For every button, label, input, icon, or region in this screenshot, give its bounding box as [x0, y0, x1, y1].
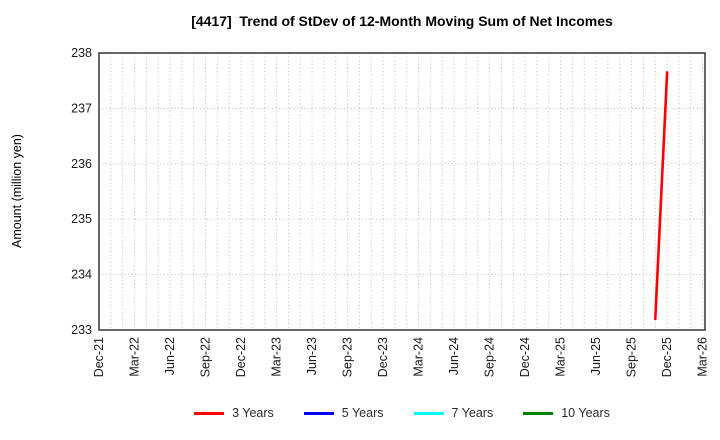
x-tick-label: Sep-25	[625, 337, 639, 377]
legend: 3 Years 5 Years 7 Years 10 Years	[99, 406, 705, 420]
y-tick-label: 238	[71, 46, 92, 60]
x-tick-label: Jun-23	[305, 337, 319, 375]
chart-title: [4417] Trend of StDev of 12-Month Moving…	[191, 13, 613, 29]
y-tick-label: 236	[71, 157, 92, 171]
x-tick-label: Mar-23	[270, 337, 284, 377]
x-tick-label: Mar-22	[128, 337, 142, 377]
x-tick-label: Jun-25	[589, 337, 603, 375]
legend-line-swatch	[303, 411, 334, 415]
legend-label: 10 Years	[561, 406, 610, 420]
legend-label: 3 Years	[232, 406, 274, 420]
y-tick-label: 234	[71, 268, 92, 282]
x-tick-label: Dec-24	[518, 337, 532, 377]
legend-line-swatch	[413, 411, 444, 415]
x-tick-label: Mar-24	[412, 337, 426, 377]
legend-item-10-years: 10 Years	[523, 406, 610, 420]
x-tick-label: Mar-26	[696, 337, 710, 377]
series-line-3-years	[653, 71, 669, 321]
legend-label: 7 Years	[451, 406, 494, 420]
x-tick-label: Sep-22	[199, 337, 213, 377]
legend-label: 5 Years	[341, 406, 384, 420]
y-tick-label: 237	[71, 101, 92, 115]
x-tick-label: Dec-23	[376, 337, 390, 377]
x-tick-label: Mar-25	[554, 337, 568, 377]
x-tick-label: Dec-22	[234, 337, 248, 377]
x-tick-label: Sep-23	[341, 337, 355, 377]
x-tick-label: Jun-22	[163, 337, 177, 375]
legend-item-5-years: 5 Years	[303, 406, 384, 420]
legend-line-swatch	[523, 411, 554, 415]
x-tick-label: Jun-24	[447, 337, 461, 375]
x-tick-label: Dec-21	[92, 337, 106, 377]
legend-item-3-years: 3 Years	[194, 406, 274, 420]
y-tick-label: 235	[71, 212, 92, 226]
legend-item-7-years: 7 Years	[413, 406, 494, 420]
x-tick-label: Dec-25	[660, 337, 674, 377]
legend-line-swatch	[194, 411, 225, 415]
plot-border	[98, 52, 706, 331]
y-tick-label: 233	[71, 323, 92, 337]
x-tick-label: Sep-24	[483, 337, 497, 377]
